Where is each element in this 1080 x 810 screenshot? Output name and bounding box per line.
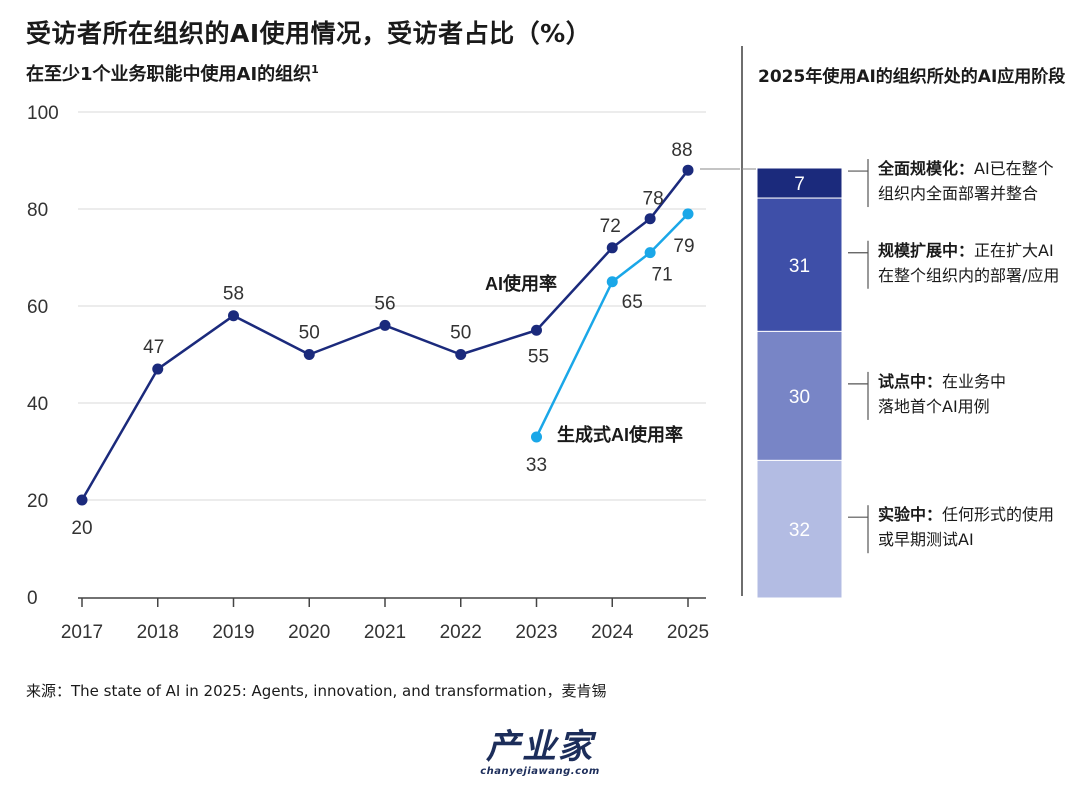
stage-desc-line2: 落地首个AI用例 (878, 396, 990, 416)
data-label: 72 (600, 216, 621, 237)
ai-data-point (644, 213, 656, 225)
data-label: 55 (528, 346, 549, 367)
x-tick-label: 2019 (212, 622, 254, 643)
stage-description: 规模扩展中：正在扩大AI 在整个组织内的部署/应用 (878, 238, 1078, 288)
stage-bar-segment (756, 167, 843, 199)
genai-data-point (606, 276, 618, 288)
x-tick-label: 2025 (667, 622, 709, 643)
data-label: 33 (526, 455, 547, 476)
logo-text: 产业家 (486, 727, 594, 767)
stage-desc-line1: 在业务中 (942, 371, 1007, 391)
data-label: 78 (643, 189, 664, 210)
data-label: 47 (143, 337, 164, 358)
ai-data-point (531, 324, 542, 336)
stage-description: 全面规模化：AI已在整个组织内全面部署并整合 (878, 156, 1078, 206)
y-tick-label: 100 (27, 103, 59, 124)
stage-name: 全面规模化： (878, 159, 975, 179)
data-label: 50 (450, 323, 471, 344)
y-tick-label: 60 (27, 297, 48, 318)
x-tick-label: 2020 (288, 622, 330, 643)
data-label: 71 (652, 265, 673, 286)
ai-data-point (303, 349, 315, 360)
y-tick-label: 40 (27, 394, 48, 415)
stage-description: 试点中：在业务中落地首个AI用例 (878, 369, 1078, 419)
stage-value-label: 32 (789, 520, 810, 541)
data-label: 88 (671, 140, 692, 161)
x-tick-label: 2023 (515, 622, 557, 643)
stage-desc-line1: 任何形式的使用 (942, 505, 1055, 525)
data-label: 79 (673, 236, 694, 257)
ai-data-point (455, 349, 467, 360)
stage-desc-line2: 组织内全面部署并整合 (878, 184, 1039, 204)
x-tick-label: 2018 (137, 622, 179, 643)
data-label: 56 (374, 293, 395, 314)
x-tick-label: 2024 (591, 622, 634, 643)
stage-desc-line2: 或早期测试AI (878, 530, 974, 550)
ai-data-point (606, 242, 618, 254)
stage-desc-line1: 正在扩大AI (974, 240, 1054, 260)
subtitle-footnote: 1 (311, 63, 319, 76)
ai-data-point (152, 363, 164, 375)
subtitle-text: 在至少1个业务职能中使用AI的组织 (26, 64, 312, 85)
genai-usage-line (535, 212, 689, 438)
series-label-ai: AI使用率 (485, 273, 557, 294)
brand-logo: 产业家 chanyejiawang.com (470, 728, 610, 777)
source-note: 来源：The state of AI in 2025: Agents, inno… (26, 682, 607, 700)
data-label: 50 (299, 323, 320, 344)
stage-bar-segment (756, 459, 843, 599)
stage-name: 实验中： (878, 505, 943, 525)
stage-name: 试点中： (878, 371, 943, 391)
series-label-genai: 生成式AI使用率 (557, 424, 683, 445)
ai-usage-line (80, 169, 689, 501)
x-tick-label: 2021 (364, 622, 406, 643)
stage-description: 实验中：任何形式的使用或早期测试AI (878, 502, 1078, 552)
stage-desc-line2: 在整个组织内的部署/应用 (878, 265, 1060, 285)
stage-name: 规模扩展中： (878, 240, 975, 260)
genai-data-point (531, 431, 542, 443)
ai-data-point (379, 319, 391, 331)
stage-value-label: 7 (794, 174, 805, 195)
genai-data-point (682, 208, 694, 220)
data-label: 65 (622, 292, 643, 313)
ai-data-point (228, 310, 239, 322)
stage-bar-segment (756, 330, 843, 461)
x-tick-label: 2022 (440, 622, 482, 643)
chart-subtitle: 在至少1个业务职能中使用AI的组织1 (26, 60, 319, 86)
stage-value-label: 31 (789, 256, 810, 277)
y-tick-label: 80 (27, 200, 48, 221)
data-label: 58 (223, 284, 244, 305)
stage-value-label: 30 (789, 387, 810, 408)
stage-chart-title: 2025年使用AI的组织所处的AI应用阶段 (758, 67, 1066, 87)
stage-bar-segment (756, 197, 843, 332)
logo-url: chanyejiawang.com (480, 766, 600, 777)
ai-data-point (682, 164, 694, 176)
y-tick-label: 20 (27, 491, 48, 512)
stage-desc-line1: AI已在整个 (974, 159, 1054, 179)
data-label: 20 (71, 518, 92, 539)
ai-data-point (76, 494, 88, 506)
panel-divider (741, 46, 743, 596)
y-tick-label: 0 (27, 588, 38, 609)
genai-data-point (644, 247, 656, 259)
chart-title: 受访者所在组织的AI使用情况，受访者占比（%） (26, 19, 592, 48)
x-tick-label: 2017 (61, 622, 103, 643)
